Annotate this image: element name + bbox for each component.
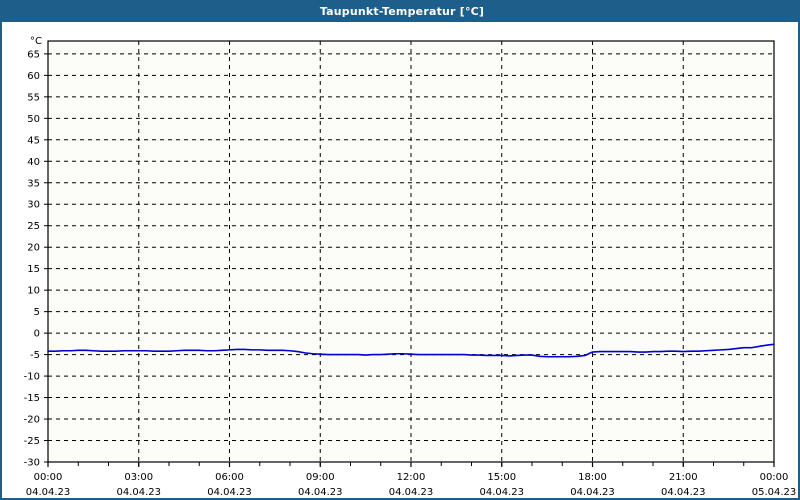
svg-text:20: 20	[27, 243, 40, 254]
y-axis-ticks	[44, 53, 48, 463]
svg-text:04.04.23: 04.04.23	[389, 487, 434, 496]
svg-text:04.04.23: 04.04.23	[116, 487, 161, 496]
chart-plot-region: 65 60 55 50 45 40 35 30 25 20 15 10 5 0 -5 -10 -15 -20 -25…	[2, 22, 798, 496]
svg-text:-25: -25	[24, 436, 40, 447]
svg-text:10: 10	[27, 286, 40, 297]
svg-text:-15: -15	[24, 393, 40, 404]
svg-text:04.04.23: 04.04.23	[298, 487, 343, 496]
svg-text:04.04.23: 04.04.23	[661, 487, 706, 496]
svg-text:50: 50	[27, 114, 40, 125]
svg-text:15:00: 15:00	[487, 472, 516, 483]
svg-text:55: 55	[27, 92, 40, 103]
svg-text:18:00: 18:00	[578, 472, 607, 483]
svg-text:5: 5	[34, 307, 40, 318]
svg-text:65: 65	[27, 49, 40, 60]
svg-text:00:00: 00:00	[760, 472, 789, 483]
svg-text:03:00: 03:00	[124, 472, 153, 483]
page-title: Taupunkt-Temperatur [°C]	[319, 4, 485, 18]
x-axis-ticks	[47, 462, 775, 467]
svg-text:00:00: 00:00	[34, 472, 63, 483]
svg-text:06:00: 06:00	[215, 472, 244, 483]
svg-text:25: 25	[27, 221, 40, 232]
svg-text:15: 15	[27, 264, 40, 275]
svg-text:04.04.23: 04.04.23	[26, 487, 71, 496]
y-axis-unit-label: °C	[30, 36, 42, 47]
svg-text:04.04.23: 04.04.23	[570, 487, 615, 496]
vertical-gridlines	[138, 41, 684, 462]
x-axis-time-labels: 00:00 03:00 06:00 09:00 12:00 15:00 18:00 21:00…	[34, 472, 789, 483]
svg-text:35: 35	[27, 178, 40, 189]
line-chart: 65605550454035302520151050-5-10-15-20-25…	[24, 36, 797, 496]
svg-text:09:00: 09:00	[306, 472, 335, 483]
svg-text:12:00: 12:00	[397, 472, 426, 483]
svg-text:60: 60	[27, 71, 40, 82]
svg-text:-20: -20	[24, 415, 40, 426]
svg-text:05.04.23: 05.04.23	[752, 487, 797, 496]
svg-text:0: 0	[34, 329, 40, 340]
plot-frame-border	[47, 40, 775, 463]
x-axis-date-labels: 04.04.23 04.04.23 04.04.23 04.04.23 04.04.23…	[26, 487, 797, 496]
svg-text:21:00: 21:00	[669, 472, 698, 483]
svg-text:04.04.23: 04.04.23	[207, 487, 252, 496]
svg-text:-5: -5	[30, 350, 40, 361]
svg-text:45: 45	[27, 135, 40, 146]
data-series-line	[47, 343, 775, 358]
svg-text:40: 40	[27, 157, 40, 168]
window-title-bar: Taupunkt-Temperatur [°C]	[2, 0, 798, 22]
svg-text:04.04.23: 04.04.23	[479, 487, 524, 496]
svg-text:-10: -10	[24, 372, 40, 383]
y-axis-tick-labels: 65605550454035302520151050-5-10-15-20-25…	[24, 49, 40, 468]
svg-text:30: 30	[27, 200, 40, 211]
svg-text:-30: -30	[24, 458, 40, 469]
